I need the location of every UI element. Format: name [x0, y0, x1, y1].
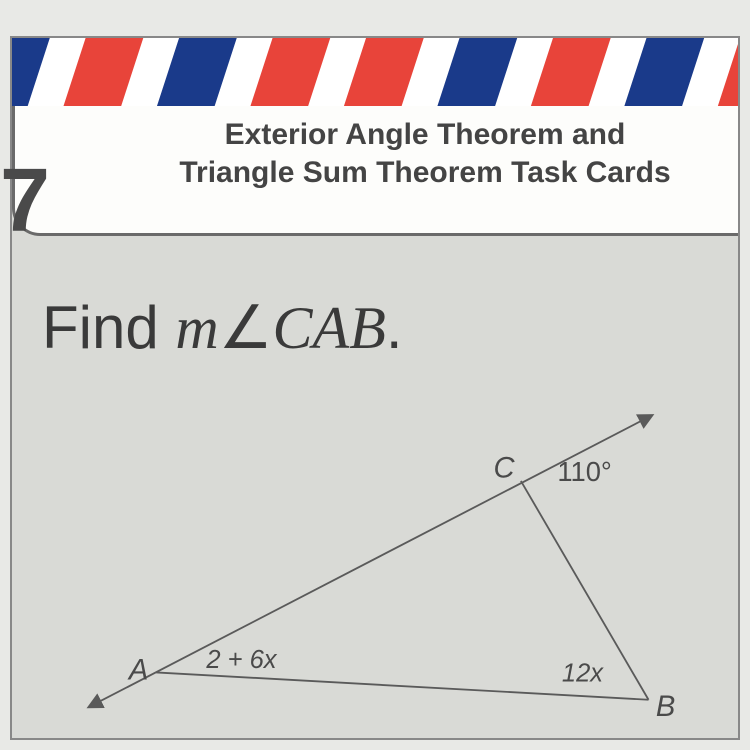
card-number: 7	[0, 150, 50, 253]
prompt-period: .	[386, 294, 403, 361]
prompt-text-find: Find	[42, 294, 175, 361]
angle-symbol: ∠	[219, 294, 273, 361]
angle-label-c-exterior: 110°	[557, 456, 612, 487]
triangle-svg: A B C 2 + 6x 12x 110°	[42, 408, 708, 718]
problem-prompt: Find m∠CAB.	[42, 293, 403, 363]
triangle-diagram: A B C 2 + 6x 12x 110°	[42, 408, 708, 718]
prompt-angle-name: CAB	[273, 295, 386, 361]
prompt-m: m	[175, 295, 218, 361]
screenshot-frame: 7 Exterior Angle Theorem and Triangle Su…	[10, 36, 740, 740]
angle-label-b: 12x	[562, 660, 604, 688]
title-line-2: Triangle Sum Theorem Task Cards	[132, 154, 718, 192]
vertex-label-c: C	[494, 452, 516, 484]
vertex-label-a: A	[127, 655, 148, 687]
banner-svg	[12, 38, 738, 106]
vertex-label-b: B	[656, 691, 675, 718]
decorative-stripe-banner	[12, 38, 738, 106]
angle-label-a: 2 + 6x	[205, 646, 277, 674]
card-title: Exterior Angle Theorem and Triangle Sum …	[132, 116, 718, 191]
title-line-1: Exterior Angle Theorem and	[132, 116, 718, 154]
